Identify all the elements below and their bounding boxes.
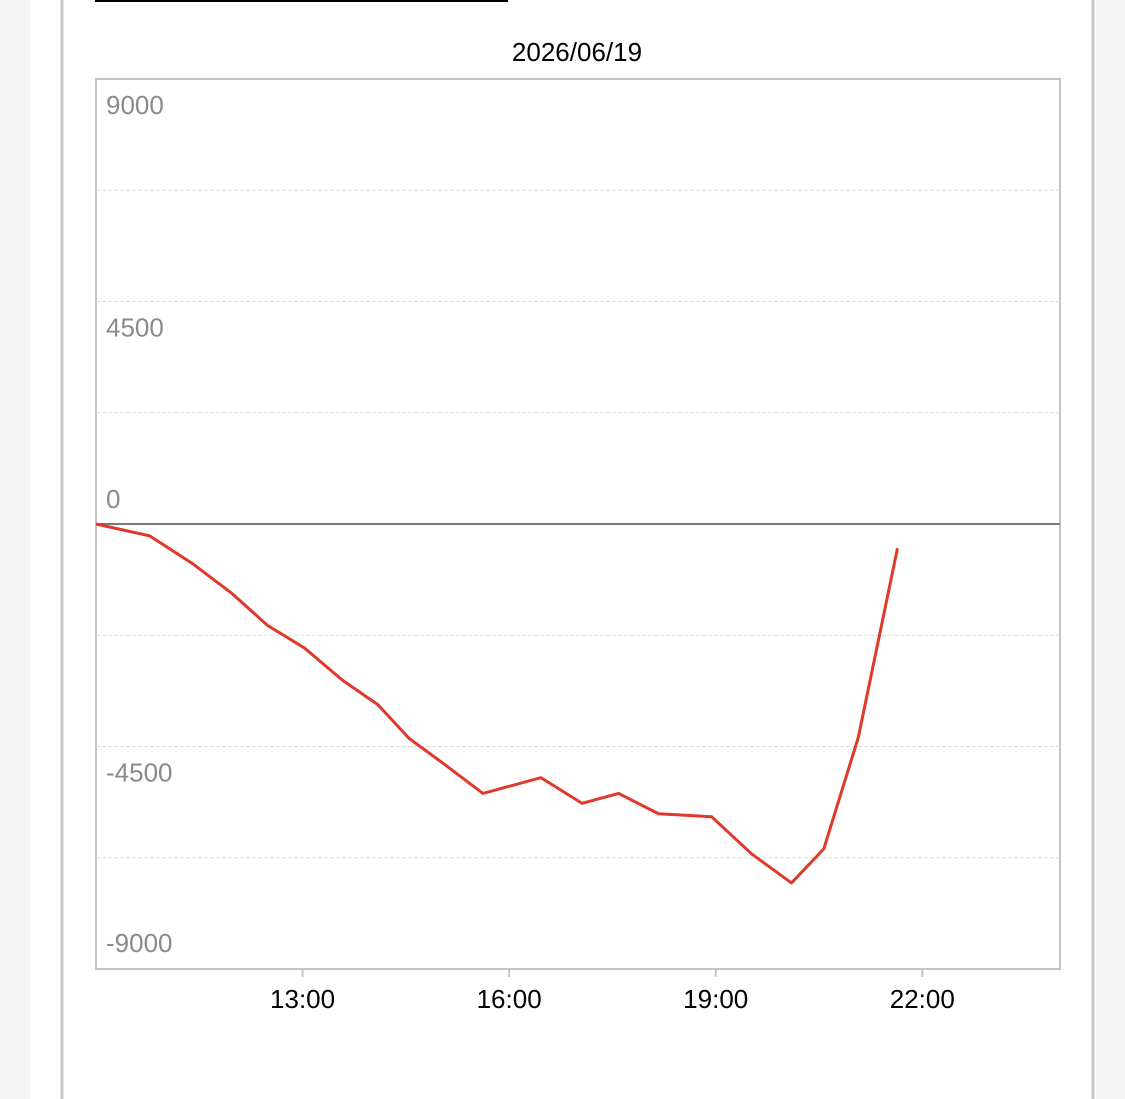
line-series [95, 522, 899, 885]
x-tick-label: 16:00 [477, 984, 542, 1014]
card [30, 0, 1096, 1099]
x-tick-label: 19:00 [683, 984, 748, 1014]
y-tick-label: -9000 [106, 928, 173, 958]
chart-title: 2026/06/19 [512, 37, 642, 67]
y-tick-label: 9000 [106, 90, 164, 120]
y-tick-label: 4500 [106, 312, 164, 342]
y-tick-label: -4500 [106, 757, 173, 787]
y-tick-label: 0 [106, 484, 120, 514]
x-tick-label: 13:00 [270, 984, 335, 1014]
x-tick-label: 22:00 [890, 984, 955, 1014]
